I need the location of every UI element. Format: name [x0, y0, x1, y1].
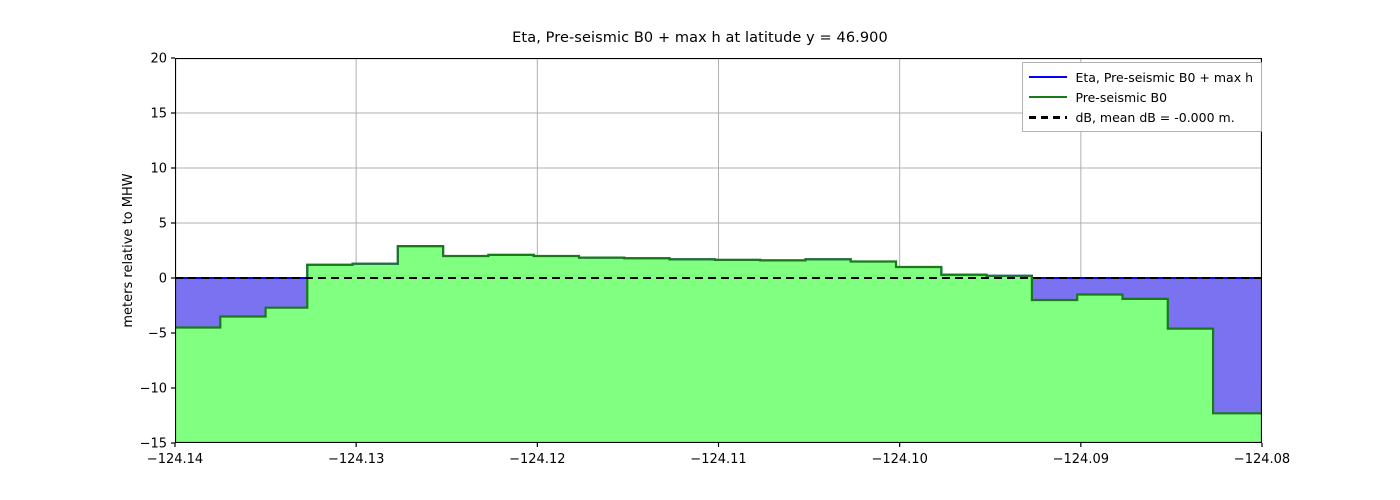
- svg-text:−124.09: −124.09: [1053, 452, 1109, 467]
- data-lines: [175, 245, 1262, 415]
- legend-swatch-b0: [1029, 90, 1068, 104]
- svg-text:10: 10: [150, 162, 167, 177]
- legend-label-eta: Eta, Pre-seismic B0 + max h: [1075, 69, 1253, 85]
- svg-text:−124.12: −124.12: [509, 452, 565, 467]
- svg-text:5: 5: [159, 217, 167, 232]
- svg-text:−124.10: −124.10: [871, 452, 927, 467]
- svg-text:20: 20: [150, 52, 167, 67]
- svg-text:−124.14: −124.14: [147, 452, 203, 467]
- svg-text:−5: −5: [148, 327, 167, 342]
- svg-text:−124.13: −124.13: [328, 452, 384, 467]
- legend-label-b0: Pre-seismic B0: [1075, 89, 1168, 105]
- svg-text:−10: −10: [140, 382, 167, 397]
- legend-item: Eta, Pre-seismic B0 + max h: [1029, 67, 1253, 87]
- legend-item: dB, mean dB = -0.000 m.: [1029, 107, 1253, 127]
- svg-text:15: 15: [150, 107, 167, 122]
- legend-label-db: dB, mean dB = -0.000 m.: [1075, 109, 1235, 125]
- legend-swatch-db: [1029, 110, 1068, 124]
- svg-text:−124.08: −124.08: [1234, 452, 1290, 467]
- legend-swatch-eta: [1029, 70, 1068, 84]
- chart-title: Eta, Pre-seismic B0 + max h at latitude …: [512, 30, 888, 46]
- legend: Eta, Pre-seismic B0 + max h Pre-seismic …: [1022, 62, 1262, 132]
- legend-item: Pre-seismic B0: [1029, 87, 1253, 107]
- svg-text:0: 0: [159, 272, 167, 287]
- axes-frame: [175, 58, 1262, 443]
- area-fills: [175, 246, 1262, 443]
- svg-text:−124.11: −124.11: [690, 452, 746, 467]
- svg-text:−15: −15: [140, 437, 167, 452]
- y-axis-label: meters relative to MHW: [121, 173, 136, 328]
